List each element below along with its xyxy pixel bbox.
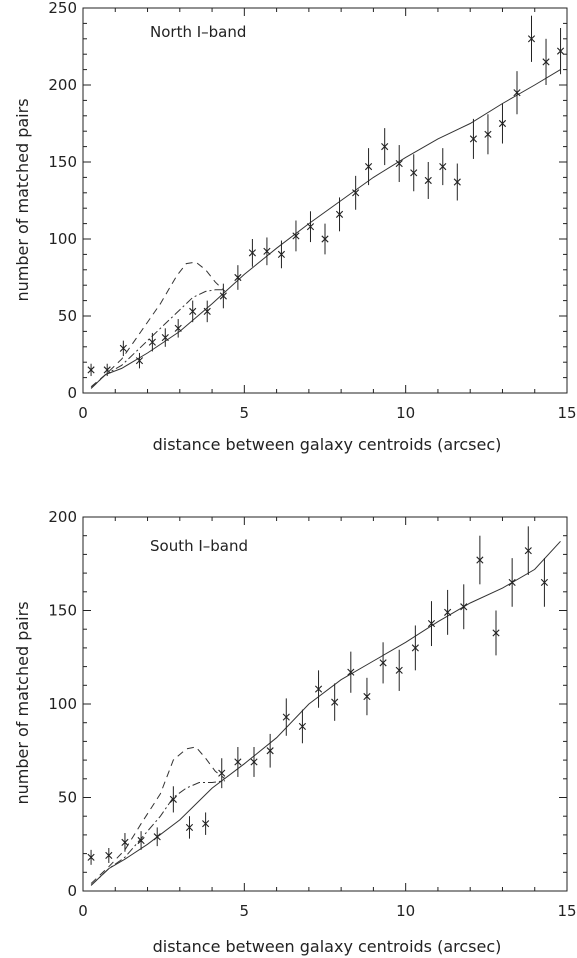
south-data-point [250,758,258,766]
south-panel: South I–band distance between galaxy cen… [13,508,577,956]
north-panel-label: North I–band [150,23,246,41]
north-y-tick-label: 250 [48,0,77,17]
north-x-tick-label: 15 [557,404,576,422]
south-y-tick-label: 150 [48,602,77,620]
south-panel-label: South I–band [150,537,248,555]
south-data-point [234,758,242,766]
south-data-point [137,836,145,845]
north-data-point [161,333,169,342]
north-data-point [381,143,389,151]
south-y-tick-label: 100 [48,695,77,713]
north-data-point [513,89,521,97]
south-data-point [347,668,355,676]
south-data-point [427,620,436,628]
north-data-point [335,210,344,218]
north-x-tick-label: 5 [240,404,250,422]
south-data-point [363,692,371,701]
north-data-point [248,249,256,257]
south-data-point [540,578,549,587]
south-data-point [202,820,210,828]
south-data-point [314,685,323,693]
south-model-solid-line [90,540,561,886]
north-data-point [439,163,447,171]
south-data-point [460,603,468,611]
south-data-point [153,833,161,841]
south-data-point [169,795,177,803]
north-model-solid-line [90,69,561,389]
north-data-point [469,135,478,143]
south-data-point [185,823,194,832]
north-data-point [189,307,197,315]
north-data-point [453,178,461,186]
north-y-tick-label: 0 [67,384,77,402]
south-data-point [87,853,95,861]
south-y-tick-label: 200 [48,508,77,526]
south-data-point [282,713,290,721]
south-y-axis-label: number of matched pairs [13,601,32,804]
north-data-point [424,176,432,185]
south-x-tick-label: 0 [78,902,88,920]
north-x-tick-label: 0 [78,404,88,422]
north-data-point [203,307,211,315]
south-x-tick-label: 5 [240,902,250,920]
north-x-axis-label: distance between galaxy centroids (arcse… [153,435,502,454]
north-data-point [321,235,329,243]
north-data-point [498,119,507,128]
south-data-point [524,547,532,555]
south-x-tick-label: 15 [557,902,576,920]
north-data-point [395,159,403,168]
north-data-point [364,163,373,171]
north-data-point [103,366,111,374]
north-data-point [527,35,536,43]
south-data-point [218,769,226,777]
south-data-point [105,851,113,860]
north-data-point [234,273,242,282]
north-data-point [119,344,127,352]
south-data-point [331,698,339,706]
south-x-axis-label: distance between galaxy centroids (arcse… [153,937,502,956]
south-data-point [395,666,403,674]
north-y-axis-label: number of matched pairs [13,98,32,301]
north-data-point [292,232,300,240]
south-x-tick-label: 10 [396,902,415,920]
north-data-point [174,324,182,332]
south-data-point [298,722,307,731]
south-data-point [476,556,484,564]
north-data-point [410,169,418,177]
north-data-point [219,292,227,300]
north-data-point [87,366,95,374]
north-data-point [306,223,315,231]
north-y-tick-label: 200 [48,76,77,94]
north-plot-frame [82,7,568,394]
south-data-point [411,644,419,652]
north-panel: North I–band distance between galaxy cen… [13,0,577,454]
north-y-tick-label: 100 [48,230,77,248]
north-data-point [135,357,144,365]
north-model-dashed-line [90,261,226,388]
south-y-tick-label: 0 [67,882,77,900]
north-data-point [277,250,286,258]
south-data-point [121,838,129,846]
south-data-point [266,747,274,755]
south-model-dashdot-line [90,780,226,886]
north-data-point [484,130,492,138]
south-y-tick-label: 50 [58,789,77,807]
south-data-point [444,608,452,616]
north-y-tick-label: 50 [58,307,77,325]
south-data-point [492,629,500,637]
north-y-tick-label: 150 [48,153,77,171]
north-x-tick-label: 10 [396,404,415,422]
south-model-dashed-line [90,746,226,884]
north-model-dashdot-line [90,289,225,389]
north-data-point [542,58,550,66]
south-data-point [508,578,516,587]
north-data-point [148,338,156,346]
north-data-point [352,189,360,197]
south-data-point [379,659,387,667]
north-data-point [263,247,271,255]
north-data-point [556,47,565,55]
